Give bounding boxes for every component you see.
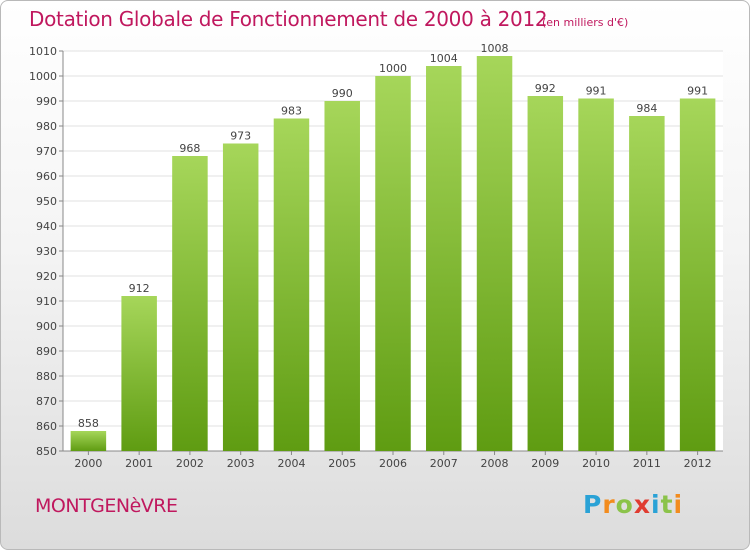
bar-value-label: 991 [687, 85, 708, 98]
bar-value-label: 983 [281, 105, 302, 118]
logo-letter: x [633, 490, 651, 519]
bar-value-label: 858 [78, 417, 99, 430]
x-tick-label: 2007 [430, 457, 458, 470]
x-tick-label: 2010 [582, 457, 610, 470]
y-tick-label: 850 [36, 445, 57, 458]
bar-value-label: 984 [636, 102, 657, 115]
y-tick-label: 970 [36, 145, 57, 158]
x-tick-label: 2006 [379, 457, 407, 470]
bar [222, 143, 259, 451]
y-tick-label: 890 [36, 345, 57, 358]
y-tick-label: 900 [36, 320, 57, 333]
x-tick-label: 2012 [684, 457, 712, 470]
bar-value-label: 912 [129, 282, 150, 295]
x-tick-label: 2003 [227, 457, 255, 470]
y-tick-label: 960 [36, 170, 57, 183]
y-tick-label: 950 [36, 195, 57, 208]
x-tick-label: 2004 [277, 457, 305, 470]
y-tick-label: 880 [36, 370, 57, 383]
bar [679, 98, 716, 451]
y-tick-label: 940 [36, 220, 57, 233]
bar [375, 76, 411, 451]
y-tick-label: 1010 [29, 45, 57, 58]
y-tick-label: 980 [36, 120, 57, 133]
bar [527, 96, 564, 451]
commune-name: MONTGENèVRE [35, 495, 178, 517]
bar [629, 116, 665, 451]
y-tick-label: 920 [36, 270, 57, 283]
logo-letter: P [583, 490, 603, 519]
y-tick-label: 930 [36, 245, 57, 258]
x-tick-label: 2002 [176, 457, 204, 470]
bar-value-label: 1000 [379, 62, 407, 75]
y-tick-label: 990 [36, 95, 57, 108]
logo-letter: o [615, 490, 634, 519]
x-tick-label: 2009 [531, 457, 559, 470]
y-tick-label: 1000 [29, 70, 57, 83]
bar [426, 66, 462, 451]
bar [273, 118, 310, 451]
x-tick-label: 2011 [633, 457, 661, 470]
x-tick-label: 2005 [328, 457, 356, 470]
y-tick-label: 910 [36, 295, 57, 308]
bar-value-label: 1004 [430, 52, 458, 65]
bar-value-label: 991 [586, 85, 607, 98]
logo-letter: t [660, 490, 674, 519]
x-tick-label: 2000 [74, 457, 102, 470]
y-tick-label: 870 [36, 395, 57, 408]
y-tick-label: 860 [36, 420, 57, 433]
bar [172, 156, 208, 451]
bar-value-label: 968 [179, 142, 200, 155]
x-tick-label: 2008 [481, 457, 509, 470]
bar-value-label: 973 [230, 130, 251, 143]
logo-letter: r [602, 490, 616, 519]
chart-units: (en milliers d'€) [542, 16, 629, 29]
bar [578, 98, 614, 451]
logo-letter: i [673, 490, 684, 519]
proxiti-logo: Proxiti [583, 490, 683, 519]
logo-letter: i [651, 490, 661, 519]
bar [476, 56, 513, 451]
bar-value-label: 1008 [481, 42, 509, 55]
bar [324, 101, 360, 451]
x-tick-label: 2001 [125, 457, 153, 470]
bar [70, 431, 107, 451]
bar-value-label: 992 [535, 82, 556, 95]
bar [121, 296, 157, 451]
bar-value-label: 990 [332, 87, 353, 100]
chart-title: Dotation Globale de Fonctionnement de 20… [29, 7, 548, 31]
